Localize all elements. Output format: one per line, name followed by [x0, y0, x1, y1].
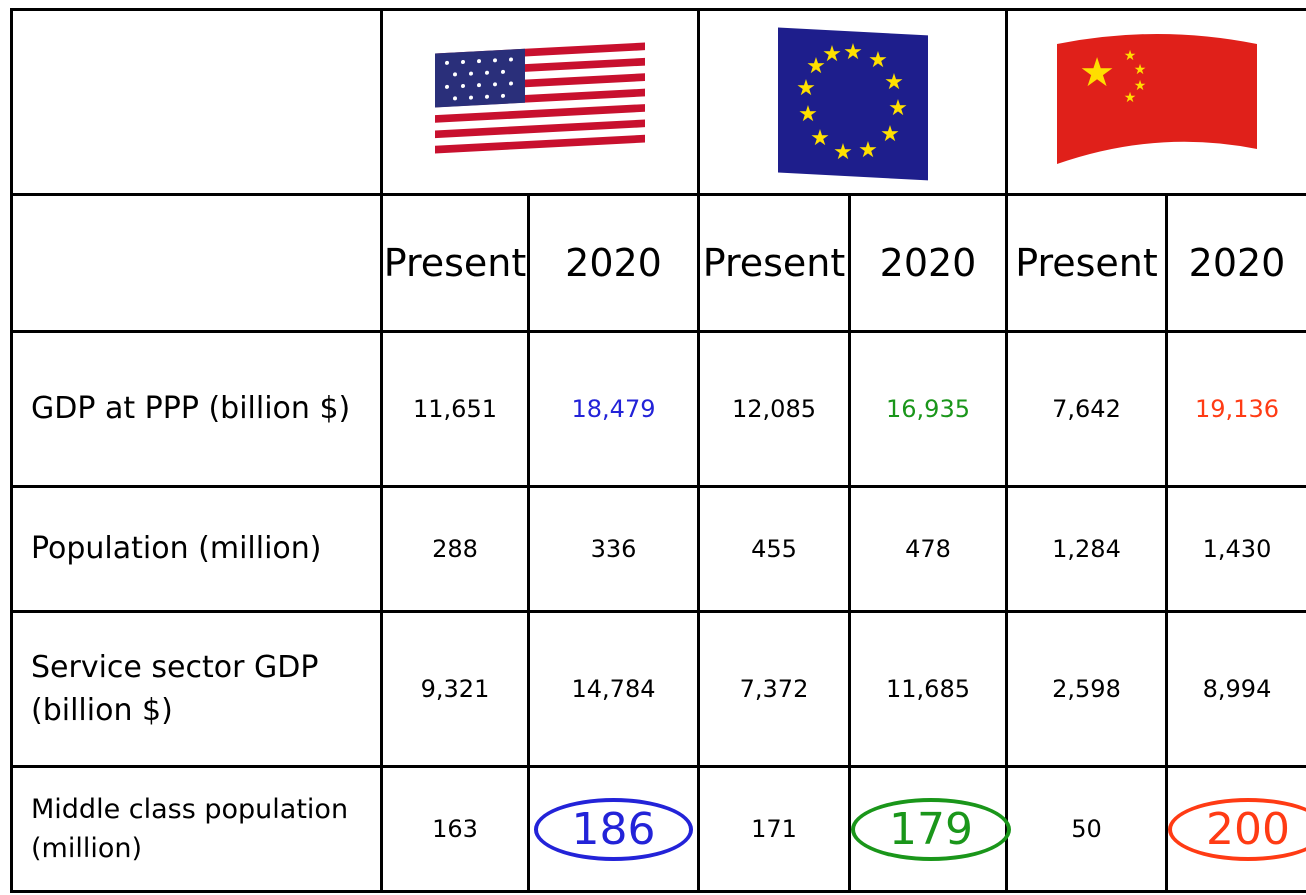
value-cell: 163: [380, 765, 530, 893]
value-cell: 19,136: [1165, 330, 1306, 488]
flag-cell: ★ ★ ★ ★ ★: [1005, 8, 1306, 196]
us-flag: [435, 42, 645, 154]
svg-text:★: ★: [858, 138, 878, 163]
svg-text:★: ★: [1124, 48, 1137, 64]
highlighted-value: 200: [1168, 797, 1306, 861]
value-cell: 7,372: [697, 610, 851, 768]
value-cell: 9,321: [380, 610, 530, 768]
value-cell: 171: [697, 765, 851, 893]
column-header: Present: [1005, 193, 1168, 333]
svg-text:★: ★: [880, 122, 900, 147]
svg-text:★: ★: [843, 40, 863, 65]
column-header: Present: [380, 193, 530, 333]
value-cell: 1,430: [1165, 485, 1306, 613]
value-cell: 478: [848, 485, 1008, 613]
value-cell: 200: [1165, 765, 1306, 893]
value-cell: 14,784: [527, 610, 700, 768]
value-cell: 8,994: [1165, 610, 1306, 768]
column-header: 2020: [527, 193, 700, 333]
svg-text:★: ★: [796, 76, 816, 101]
data-row: GDP at PPP (billion $) 11,651 18,479 12,085…: [10, 330, 1306, 488]
svg-text:★: ★: [806, 54, 826, 79]
value-cell: 336: [527, 485, 700, 613]
value-cell: 16,935: [848, 330, 1008, 488]
row-label: Population (million): [10, 485, 383, 613]
svg-text:★: ★: [822, 42, 842, 67]
value-cell: 186: [527, 765, 700, 893]
value-cell: 2,598: [1005, 610, 1168, 768]
column-header: 2020: [1165, 193, 1306, 333]
highlighted-value: 186: [533, 797, 694, 861]
svg-text:★: ★: [888, 96, 908, 121]
row-label: Service sector GDP (billion $): [10, 610, 383, 768]
svg-text:★: ★: [1134, 62, 1147, 78]
column-header: Present: [697, 193, 851, 333]
value-cell: 7,642: [1005, 330, 1168, 488]
column-header: 2020: [848, 193, 1008, 333]
highlighted-value: 179: [851, 797, 1011, 861]
flag-cell: ★ ★ ★ ★ ★ ★ ★ ★ ★ ★ ★ ★: [697, 8, 1008, 196]
value-cell: 50: [1005, 765, 1168, 893]
flag-row: ★ ★ ★ ★ ★ ★ ★ ★ ★ ★ ★ ★ ★ ★ ★ ★ ★: [10, 8, 1306, 196]
data-row: Population (million) 288 336 455 478 1,284 1,4…: [10, 485, 1306, 613]
data-row: Middle class population (million) 163 186 1…: [10, 765, 1306, 893]
svg-text:★: ★: [798, 102, 818, 127]
comparison-table: ★ ★ ★ ★ ★ ★ ★ ★ ★ ★ ★ ★ ★ ★ ★ ★ ★ Present 2020 Present…: [10, 8, 1306, 893]
row-label: Middle class population (million): [10, 765, 383, 893]
svg-text:★: ★: [1134, 78, 1147, 94]
value-cell: 11,685: [848, 610, 1008, 768]
flag-cell: [380, 8, 700, 196]
value-cell: 179: [848, 765, 1011, 893]
value-cell: 12,085: [697, 330, 851, 488]
svg-text:★: ★: [1079, 50, 1115, 96]
value-cell: 11,651: [380, 330, 530, 488]
header-row: Present 2020 Present 2020 Present 2020: [10, 193, 1306, 333]
eu-flag: ★ ★★★ ★★★★ ★★★★: [777, 27, 928, 180]
value-cell: 1,284: [1005, 485, 1168, 613]
data-row: Service sector GDP (billion $) 9,321 14,78…: [10, 610, 1306, 768]
china-flag: ★ ★★★★: [1057, 34, 1257, 164]
empty-cell: [10, 8, 383, 196]
value-cell: 455: [697, 485, 851, 613]
empty-cell: [10, 193, 383, 333]
svg-text:★: ★: [868, 48, 888, 73]
svg-text:★: ★: [833, 140, 853, 165]
value-cell: 18,479: [527, 330, 700, 488]
svg-text:★: ★: [810, 126, 830, 151]
value-cell: 288: [380, 485, 530, 613]
row-label: GDP at PPP (billion $): [10, 330, 383, 488]
svg-text:★: ★: [1124, 90, 1137, 106]
svg-text:★: ★: [884, 70, 904, 95]
